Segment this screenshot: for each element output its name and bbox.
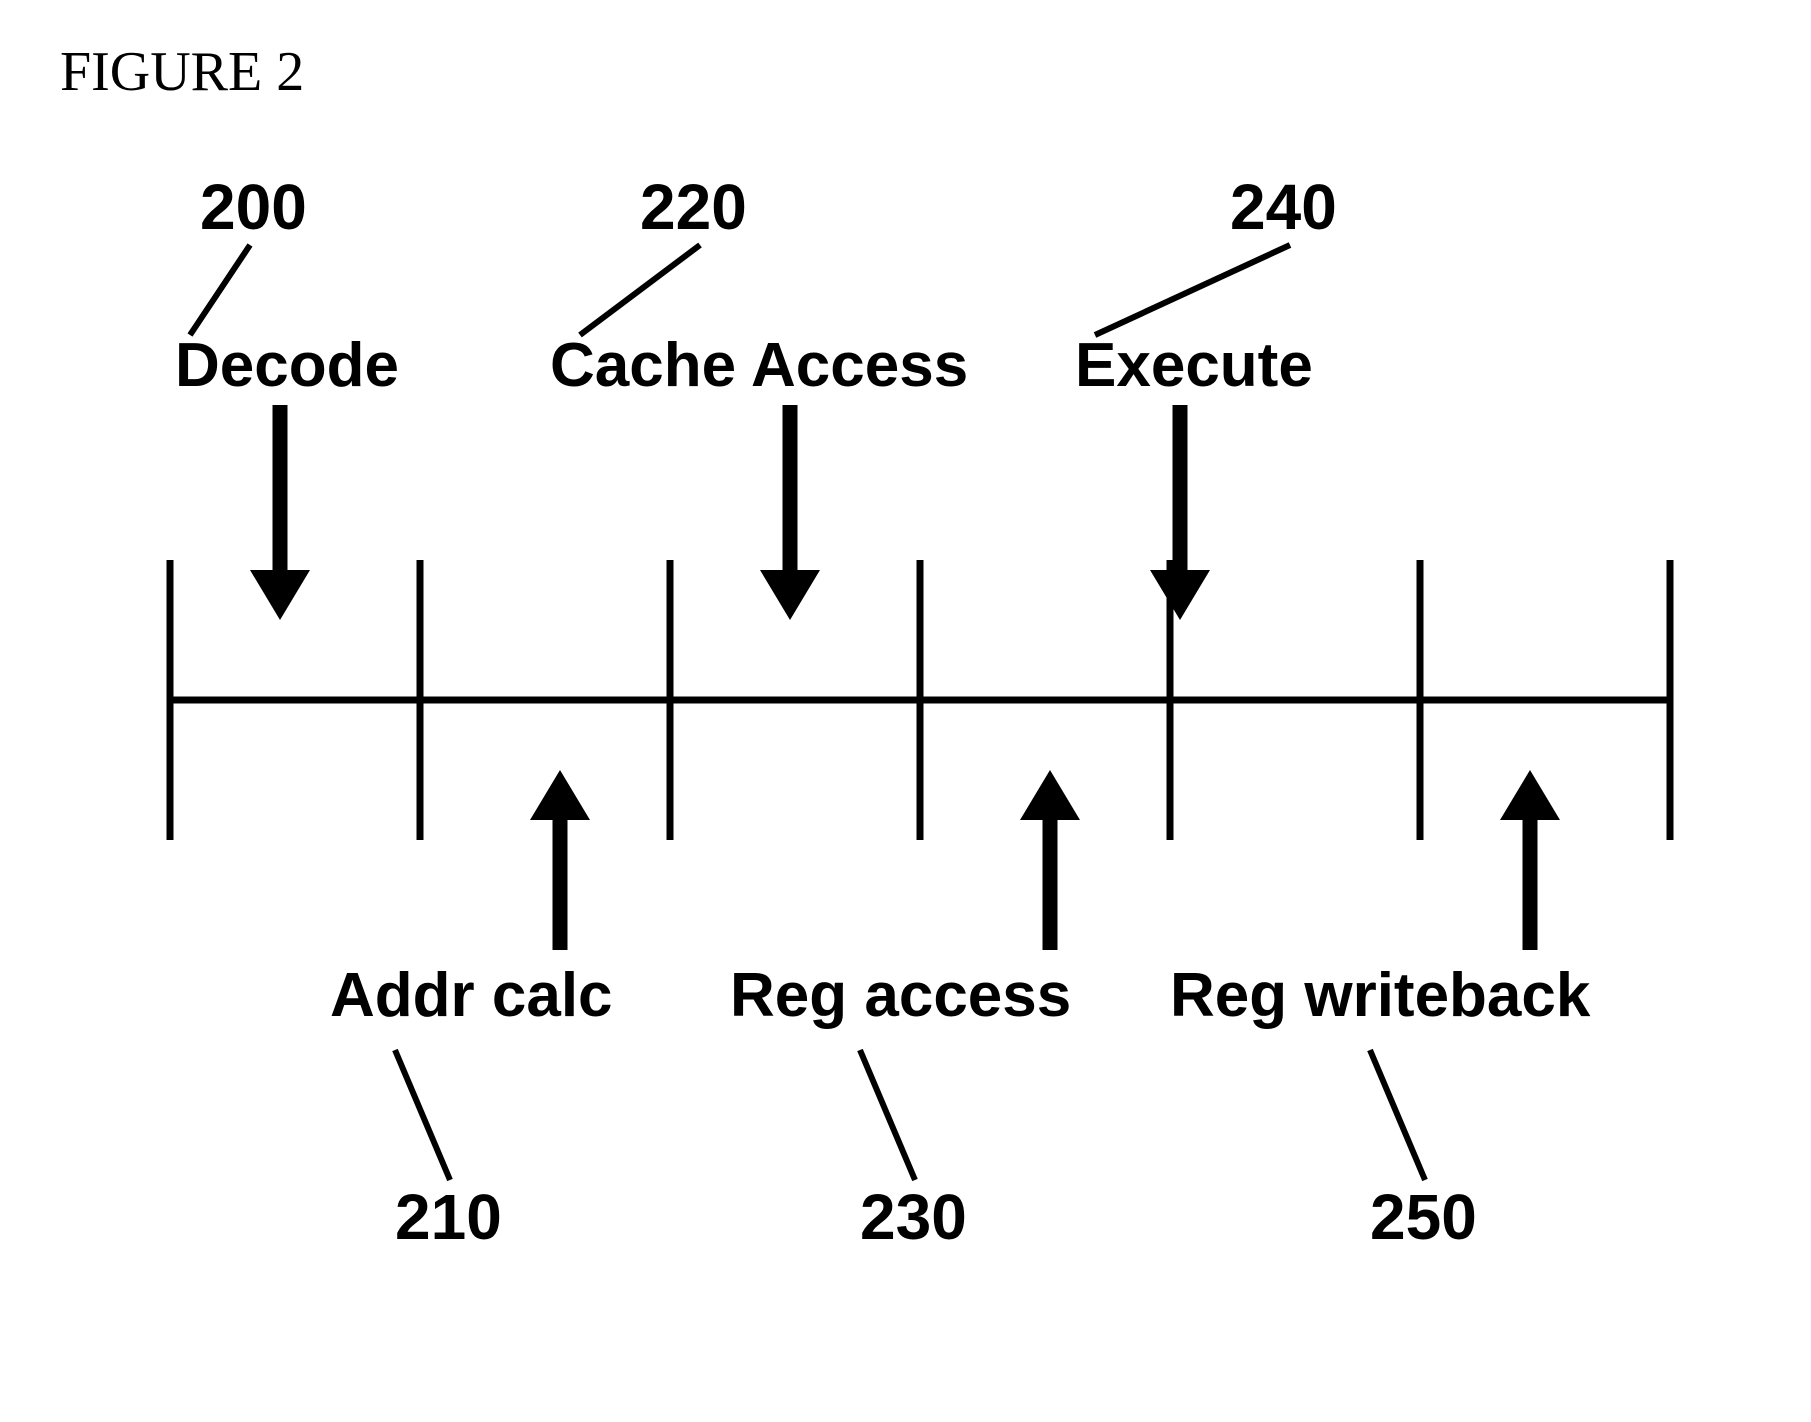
- execute-label: Execute: [1075, 330, 1313, 401]
- ref-200-text: 200: [200, 170, 307, 244]
- ref-250-leader: [1370, 1050, 1425, 1180]
- reg-access-label: Reg access: [730, 960, 1071, 1031]
- ref-240-text: 240: [1230, 170, 1337, 244]
- ref-230-leader: [860, 1050, 915, 1180]
- ref-210-text: 210: [395, 1180, 502, 1254]
- ref-200-leader: [190, 245, 250, 335]
- ref-220-text: 220: [640, 170, 747, 244]
- ref-220-leader: [580, 245, 700, 335]
- arrow-cache-head: [760, 570, 820, 620]
- arrow-reg-head: [1020, 770, 1080, 820]
- ref-210-leader: [395, 1050, 450, 1180]
- cache-access-label: Cache Access: [550, 330, 968, 401]
- ref-240-leader: [1095, 245, 1290, 335]
- figure-canvas: FIGURE 2 DecodeCache AccessExecuteAddr c…: [0, 0, 1811, 1422]
- addr-calc-label: Addr calc: [330, 960, 613, 1031]
- reg-writeback-label: Reg writeback: [1170, 960, 1590, 1031]
- ref-230-text: 230: [860, 1180, 967, 1254]
- decode-label: Decode: [175, 330, 399, 401]
- arrow-addr-head: [530, 770, 590, 820]
- ref-250-text: 250: [1370, 1180, 1477, 1254]
- arrow-decode-head: [250, 570, 310, 620]
- arrow-wb-head: [1500, 770, 1560, 820]
- arrow-execute-head: [1150, 570, 1210, 620]
